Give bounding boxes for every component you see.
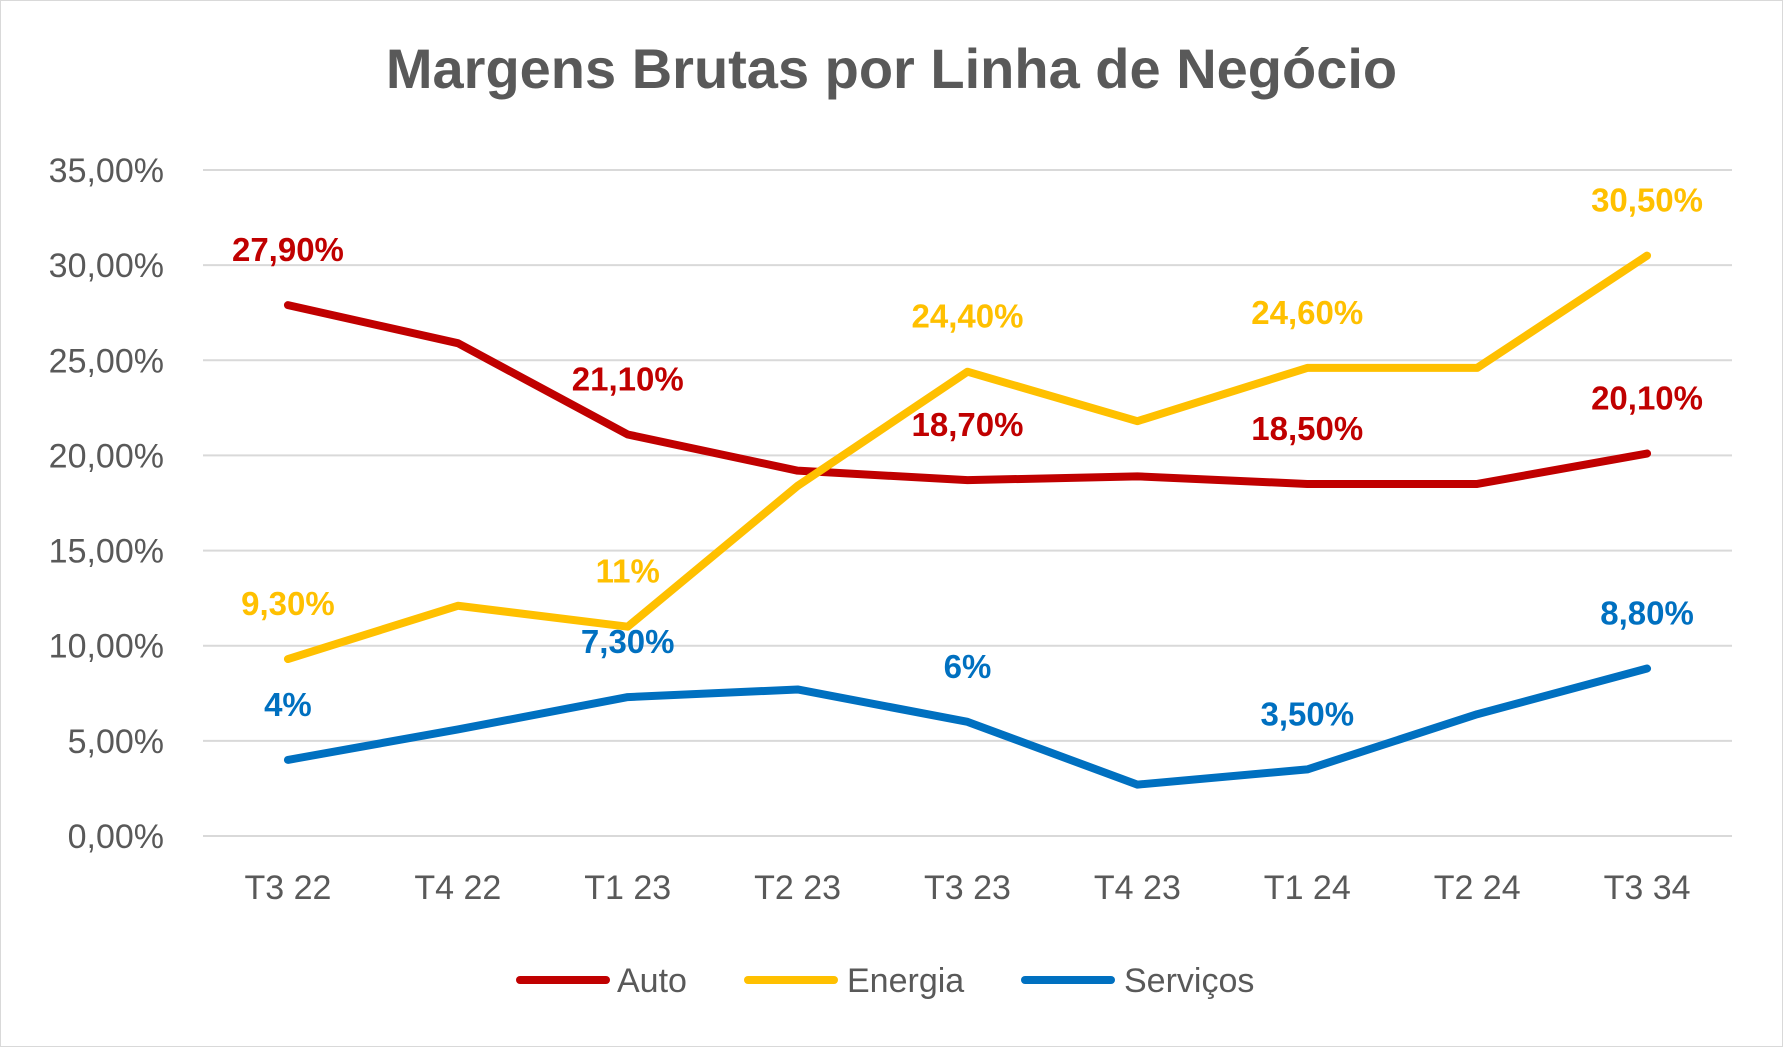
series-line-auto — [283, 301, 1652, 488]
data-label: 4% — [264, 686, 312, 723]
data-label: 24,60% — [1251, 294, 1363, 331]
x-tick-label: T3 23 — [924, 869, 1011, 907]
data-label: 30,50% — [1591, 182, 1703, 219]
data-labels: 27,90% 21,10% 18,70% 18,50% 20,10% 9,30% 11% 24… — [232, 182, 1703, 733]
legend-label: Auto — [617, 962, 687, 1000]
data-label: 6% — [944, 648, 992, 685]
legend-label: Energia — [847, 962, 964, 1000]
data-label: 24,40% — [912, 298, 1024, 335]
x-tick-label: T4 22 — [414, 869, 501, 907]
legend-label: Serviços — [1124, 962, 1254, 1000]
y-tick-label: 10,00% — [49, 628, 164, 666]
x-tick-label: T3 34 — [1604, 869, 1691, 907]
data-label: 3,50% — [1260, 695, 1354, 732]
x-tick-label: T4 23 — [1094, 869, 1181, 907]
data-label: 18,50% — [1251, 410, 1363, 447]
y-tick-label: 5,00% — [68, 723, 164, 761]
y-axis: 0,00% 5,00% 10,00% 15,00% 20,00% 25,00% 30,00%… — [49, 152, 164, 856]
legend: Auto Energia Serviços — [516, 962, 1254, 1000]
data-label: 9,30% — [241, 585, 335, 622]
x-tick-label: T2 24 — [1434, 869, 1521, 907]
x-axis: T3 22 T4 22 T1 23 T2 23 T3 23 T4 23 T1 24 T2 24… — [244, 869, 1690, 907]
series-line-serviços — [283, 664, 1652, 789]
x-tick-label: T1 23 — [584, 869, 671, 907]
series-lines — [283, 251, 1652, 789]
data-label: 21,10% — [572, 360, 684, 397]
x-tick-label: T1 24 — [1264, 869, 1351, 907]
y-tick-label: 30,00% — [49, 247, 164, 285]
y-tick-label: 20,00% — [49, 437, 164, 475]
series-line-energia — [283, 251, 1652, 664]
x-tick-label: T3 22 — [244, 869, 331, 907]
data-label: 18,70% — [912, 406, 1024, 443]
y-tick-label: 35,00% — [49, 152, 164, 190]
data-label: 7,30% — [581, 623, 675, 660]
data-label: 20,10% — [1591, 380, 1703, 417]
x-tick-label: T2 23 — [754, 869, 841, 907]
data-label: 8,80% — [1600, 595, 1694, 632]
y-tick-label: 0,00% — [68, 818, 164, 856]
data-label: 11% — [596, 553, 660, 590]
data-label: 27,90% — [232, 231, 344, 268]
gridlines — [203, 169, 1732, 837]
y-tick-label: 25,00% — [49, 342, 164, 380]
chart-title: Margens Brutas por Linha de Negócio — [385, 37, 1398, 100]
y-tick-label: 15,00% — [49, 533, 164, 571]
